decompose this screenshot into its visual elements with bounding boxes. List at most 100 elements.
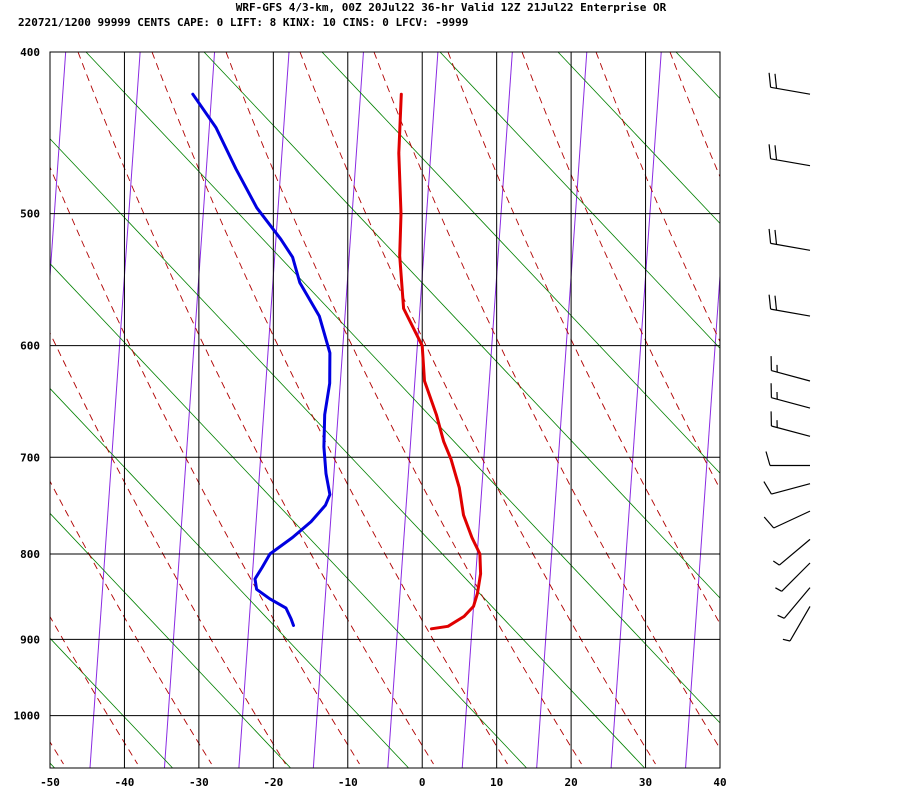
moist-adiabat-line	[50, 165, 360, 765]
moist-adiabat-line	[151, 52, 508, 765]
wind-barb-half-flag	[777, 614, 785, 619]
y-tick-label: 900	[20, 633, 40, 646]
wind-barb	[777, 587, 811, 619]
x-tick-label: -50	[40, 776, 60, 789]
wind-barb-flag	[765, 451, 771, 466]
x-tick-label: -30	[189, 776, 209, 789]
dry-adiabat-line	[675, 52, 720, 100]
wind-barb-flag	[774, 229, 778, 245]
wind-barb	[782, 606, 811, 642]
wind-barbs	[763, 72, 811, 642]
moist-adiabat-line	[225, 52, 582, 765]
dry-adiabat-line	[50, 762, 55, 768]
wind-barb-flag	[768, 72, 772, 88]
sounding-indices: 220721/1200 99999 CENTS CAPE: 0 LIFT: 8 …	[18, 16, 468, 29]
wind-barb-staff	[781, 562, 811, 592]
dry-adiabat-line	[50, 138, 645, 768]
moist-adiabat-line	[50, 480, 212, 765]
wind-barb	[770, 383, 811, 409]
isotherm-line	[89, 52, 141, 768]
wind-barb	[765, 451, 811, 467]
isotherm-line	[760, 52, 810, 768]
wind-barb	[768, 294, 811, 317]
dewpoint-profile	[191, 92, 332, 627]
dry-adiabat-line	[557, 52, 720, 225]
wind-barb-flag	[774, 295, 778, 311]
wind-barb-flag	[774, 73, 778, 89]
dry-adiabat-line	[85, 52, 720, 724]
dry-adiabat-line	[50, 263, 527, 768]
wind-barb	[768, 144, 811, 167]
moist-adiabat-line	[50, 332, 286, 765]
wind-barb-staff	[779, 538, 811, 566]
profiles	[191, 92, 483, 631]
wind-barb-staff	[773, 510, 811, 529]
wind-barb-staff	[771, 483, 811, 495]
moist-adiabat-line	[521, 52, 720, 490]
wind-barb-half-flag	[782, 638, 791, 642]
wind-barb-half-flag	[775, 587, 782, 592]
y-tick-label: 600	[20, 340, 40, 353]
moist-adiabat-line	[299, 52, 656, 765]
x-tick-label: 40	[713, 776, 726, 789]
wind-barb-staff	[770, 308, 811, 317]
dry-adiabat-line	[203, 52, 720, 599]
wind-barb-staff	[783, 587, 811, 619]
isotherm-line	[50, 52, 67, 284]
wind-barb-flag	[768, 144, 772, 159]
moist-adiabat-line	[595, 52, 720, 343]
wind-barb	[775, 562, 811, 592]
dry-adiabat-line	[321, 52, 720, 474]
isotherm-line	[834, 52, 884, 768]
wind-barb-staff	[770, 242, 811, 251]
dry-adiabat-line	[50, 387, 409, 768]
isotherm-line	[163, 52, 216, 768]
moist-adiabat-line	[373, 52, 720, 750]
wind-barb-staff	[770, 86, 811, 95]
wind-barb-flag	[768, 294, 772, 310]
x-tick-label: 0	[419, 776, 426, 789]
x-tick-label: -10	[338, 776, 358, 789]
moist-adiabat-line	[669, 52, 720, 178]
wind-barb-staff	[789, 606, 811, 642]
background-lines	[50, 52, 900, 768]
x-tick-label: 10	[490, 776, 503, 789]
wind-barb-staff	[770, 158, 811, 167]
y-tick-label: 500	[20, 208, 40, 221]
x-tick-label: 30	[639, 776, 652, 789]
moist-adiabat-line	[77, 52, 434, 765]
moist-adiabat-line	[447, 52, 720, 625]
isotherm-line	[238, 52, 290, 768]
wind-barb-flag	[763, 516, 775, 529]
wind-barb-staff	[771, 397, 811, 409]
isotherm-line	[387, 52, 439, 768]
wind-barb	[763, 481, 811, 495]
x-axis: -50 -40 -30 -20 -10 0 10 20 30 40	[40, 776, 727, 789]
wind-barb-half-flag	[772, 560, 780, 566]
wind-barb-flag	[774, 145, 778, 160]
dry-adiabat-line	[50, 637, 173, 768]
dry-adiabat-line	[794, 52, 900, 768]
plot-frame	[49, 51, 721, 769]
isotherm-line	[685, 268, 720, 768]
wind-barb-staff	[771, 425, 811, 437]
y-axis: 400 500 600 700 800 900 1000	[14, 46, 41, 723]
isotherm-line	[610, 52, 662, 768]
wind-barb	[763, 510, 811, 529]
y-tick-label: 700	[20, 451, 40, 464]
isotherm-line	[461, 52, 513, 768]
wind-barb-flag	[768, 228, 772, 244]
x-tick-label: -20	[263, 776, 283, 789]
y-tick-label: 1000	[14, 710, 41, 723]
temperature-profile	[397, 92, 483, 631]
y-tick-label: 800	[20, 548, 40, 561]
wind-barb	[768, 72, 811, 95]
wind-barb	[772, 538, 811, 566]
isotherm-line	[312, 52, 364, 768]
isotherm-line	[536, 52, 588, 768]
dry-adiabat-line	[50, 512, 291, 768]
x-tick-label: -40	[115, 776, 135, 789]
moist-adiabat-line	[50, 741, 64, 765]
x-tick-label: 20	[564, 776, 577, 789]
